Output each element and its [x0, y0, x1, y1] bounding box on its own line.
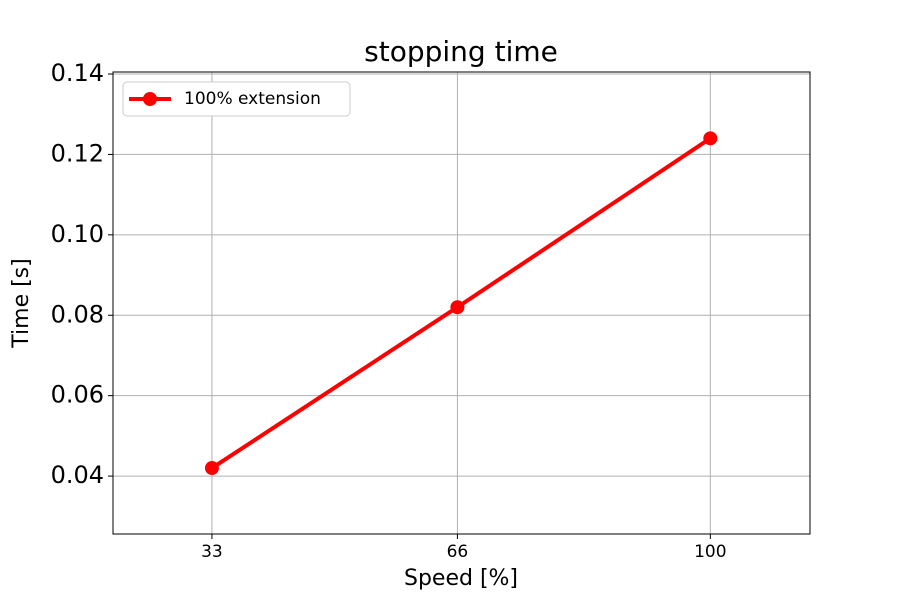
- y-tick-label: 0.08: [51, 300, 104, 328]
- chart-title: stopping time: [364, 35, 558, 68]
- x-tick-label: 100: [694, 542, 726, 562]
- y-tick-label: 0.04: [51, 461, 104, 489]
- y-tick-label: 0.10: [51, 220, 104, 248]
- plot-frame: [112, 71, 811, 535]
- legend-box: [122, 81, 351, 117]
- y-tick-label: 0.06: [51, 381, 104, 409]
- x-tick-label: 66: [447, 542, 469, 562]
- y-tick-label: 0.12: [51, 139, 104, 167]
- marker: [703, 131, 718, 146]
- x-axis-label: Speed [%]: [404, 566, 518, 591]
- legend-label: 100% extension: [184, 89, 321, 109]
- marker: [204, 461, 219, 476]
- y-tick-label: 0.14: [51, 59, 104, 87]
- marker: [450, 300, 465, 315]
- x-tick-label: 33: [201, 542, 223, 562]
- legend-marker: [143, 92, 157, 106]
- y-axis-label: Time [s]: [9, 258, 34, 348]
